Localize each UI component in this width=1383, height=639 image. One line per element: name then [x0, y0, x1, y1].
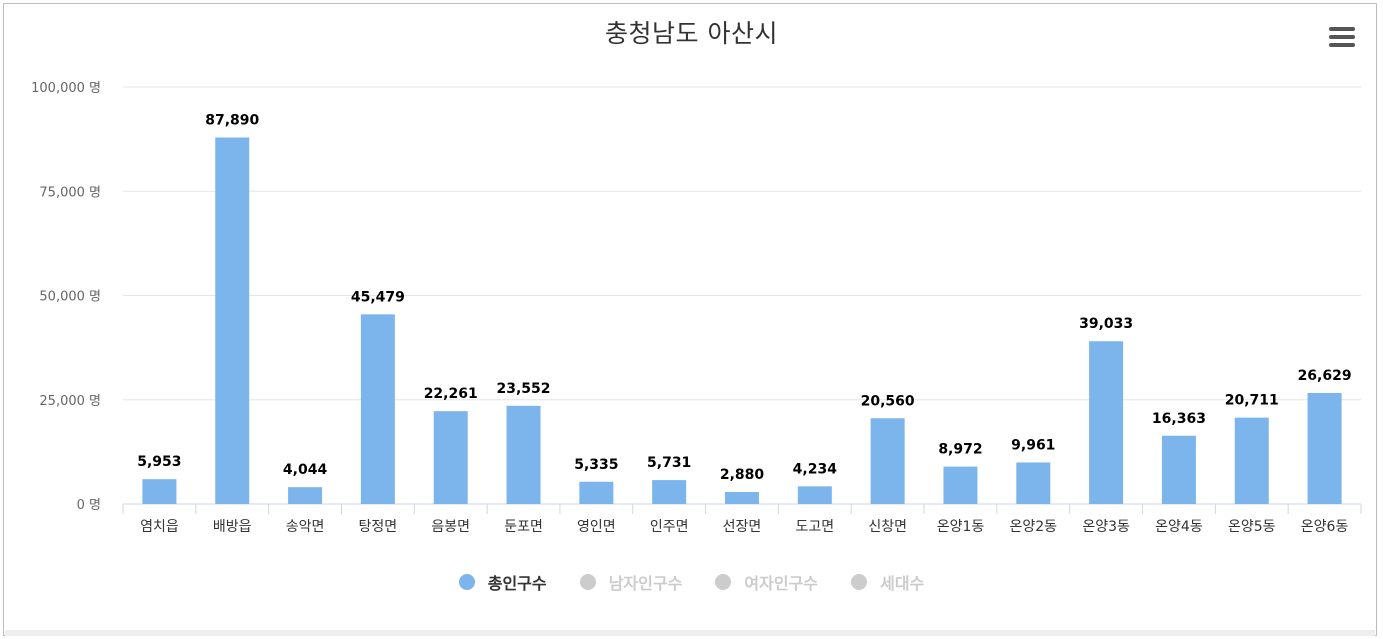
x-tick-label: 송악면: [286, 519, 325, 535]
legend-dot-icon: [458, 574, 475, 590]
bar: [1307, 392, 1342, 504]
x-tick-label: 온양2동: [1010, 519, 1058, 535]
data-label: 20,560: [861, 393, 915, 409]
bar: [1234, 417, 1269, 504]
legend-dot-icon: [851, 574, 868, 590]
data-label: 20,711: [1225, 393, 1279, 409]
x-tick-label: 염치읍: [140, 519, 179, 535]
data-label: 9,961: [1011, 437, 1055, 453]
x-tick-label: 온양6동: [1301, 519, 1349, 535]
data-label: 2,880: [720, 467, 765, 483]
data-label: 8,972: [938, 442, 982, 458]
x-tick-label: 음봉면: [431, 519, 470, 535]
chart-title: 충청남도 아산시: [605, 19, 778, 48]
legend-label: 여자인구수: [744, 574, 819, 593]
x-tick-label: 온양5동: [1228, 519, 1276, 535]
data-label: 26,629: [1298, 368, 1352, 384]
bar: [652, 480, 687, 504]
x-tick-label: 신창면: [868, 519, 907, 535]
data-label: 87,890: [205, 112, 259, 128]
legend-item-households[interactable]: 세대수: [851, 570, 924, 594]
y-tick-label: 50,000 명: [39, 290, 101, 305]
bar: [215, 137, 250, 504]
y-tick-label: 0 명: [77, 498, 101, 513]
bar: [288, 487, 323, 504]
x-tick-label: 온양3동: [1082, 519, 1130, 535]
data-label: 4,044: [283, 462, 328, 478]
legend-item-female[interactable]: 여자인구수: [715, 570, 818, 594]
x-tick-label: 도고면: [796, 519, 835, 535]
legend-item-male[interactable]: 남자인구수: [579, 570, 683, 594]
bar: [870, 418, 905, 504]
x-tick-label: 인주면: [650, 519, 689, 535]
bar: [943, 466, 978, 504]
bar: [360, 314, 395, 504]
legend-label: 세대수: [880, 574, 925, 593]
legend: 총인구수 남자인구수 여자인구수 세대수: [0, 570, 1383, 594]
bar: [142, 479, 177, 504]
data-label: 16,363: [1152, 411, 1206, 427]
x-tick-label: 둔포면: [504, 519, 543, 535]
x-tick-label: 선장면: [723, 519, 762, 535]
bar: [506, 405, 541, 504]
bar: [1016, 462, 1051, 504]
data-label: 45,479: [351, 289, 405, 305]
x-tick-label: 탕정면: [359, 519, 398, 535]
data-label: 5,731: [647, 455, 691, 471]
x-tick-label: 영인면: [577, 519, 616, 535]
bar: [579, 481, 614, 504]
data-label: 22,261: [424, 386, 478, 402]
hamburger-menu-icon[interactable]: [1329, 27, 1357, 49]
data-label: 5,335: [574, 457, 618, 473]
x-tick-label: 온양4동: [1155, 519, 1203, 535]
bar: [797, 486, 832, 504]
bar: [1161, 435, 1196, 504]
x-tick-label: 온양1동: [937, 519, 985, 535]
legend-item-total[interactable]: 총인구수: [458, 570, 547, 594]
legend-label: 총인구수: [487, 574, 547, 593]
data-label: 4,234: [793, 461, 838, 477]
legend-dot-icon: [715, 574, 732, 590]
bar: [725, 491, 759, 504]
data-label: 23,552: [497, 381, 551, 397]
bar: [433, 411, 468, 504]
data-label: 39,033: [1079, 316, 1133, 332]
y-tick-label: 100,000 명: [31, 81, 101, 96]
legend-label: 남자인구수: [608, 574, 683, 593]
legend-dot-icon: [579, 574, 596, 590]
y-tick-label: 75,000 명: [39, 185, 101, 200]
x-tick-label: 배방읍: [213, 519, 252, 535]
bar: [1089, 341, 1124, 504]
y-tick-label: 25,000 명: [39, 394, 101, 409]
scroll-strip: [5, 630, 1375, 636]
data-label: 5,953: [137, 454, 181, 470]
